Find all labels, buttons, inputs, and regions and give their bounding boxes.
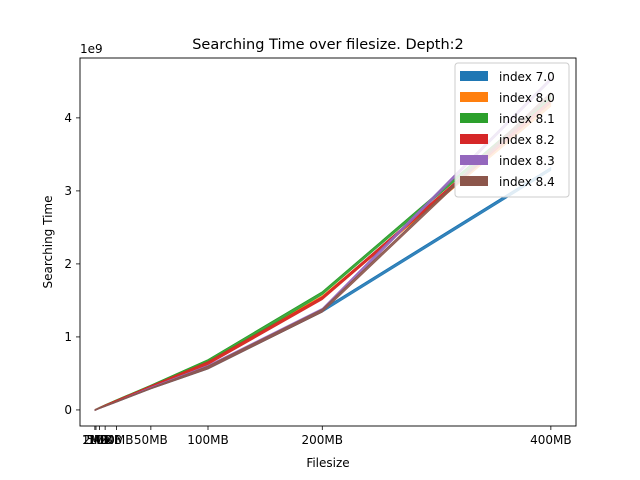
chart-title: Searching Time over filesize. Depth:2 — [192, 37, 464, 53]
y-tick-label: 3 — [64, 184, 72, 198]
y-tick-label: 1 — [64, 330, 72, 344]
legend-swatch — [460, 92, 488, 102]
legend-swatch — [460, 176, 488, 186]
legend-label: index 8.1 — [499, 112, 555, 126]
legend: index 7.0 index 8.0 index 8.1 index 8.2 inde… — [454, 62, 570, 198]
x-tick-label: 200MB — [302, 433, 344, 447]
y-tick-label: 4 — [64, 111, 72, 125]
legend-label: index 8.3 — [499, 154, 555, 168]
legend-swatch — [460, 113, 488, 123]
y-tick-label: 0 — [64, 403, 72, 417]
series-line-index-8-4 — [94, 92, 552, 410]
y-axis-label: Searching Time — [41, 196, 55, 289]
x-tick-label: 10MB — [88, 433, 122, 447]
x-tick-label: 100MB — [187, 433, 229, 447]
y-axis-ticks: 0 1 2 3 4 — [64, 111, 80, 417]
x-tick-label: 5MB — [86, 433, 112, 447]
x-tick-label: 400MB — [530, 433, 572, 447]
legend-swatch — [460, 155, 488, 165]
legend-swatch — [460, 134, 488, 144]
x-tick-label: 1MB — [82, 433, 108, 447]
legend-label: index 8.4 — [499, 175, 555, 189]
legend-label: index 7.0 — [499, 70, 555, 84]
x-tick-label: 50MB — [134, 433, 168, 447]
legend-label: index 8.2 — [499, 133, 555, 147]
legend-swatch — [460, 71, 488, 81]
y-tick-label: 2 — [64, 257, 72, 271]
legend-label: index 8.0 — [499, 91, 555, 105]
x-tick-label: 2MB — [83, 433, 109, 447]
x-axis-label: Filesize — [306, 456, 349, 470]
y-offset-text: 1e9 — [80, 42, 103, 56]
x-tick-label: 20MB — [100, 433, 134, 447]
plot-frame — [79, 57, 577, 427]
